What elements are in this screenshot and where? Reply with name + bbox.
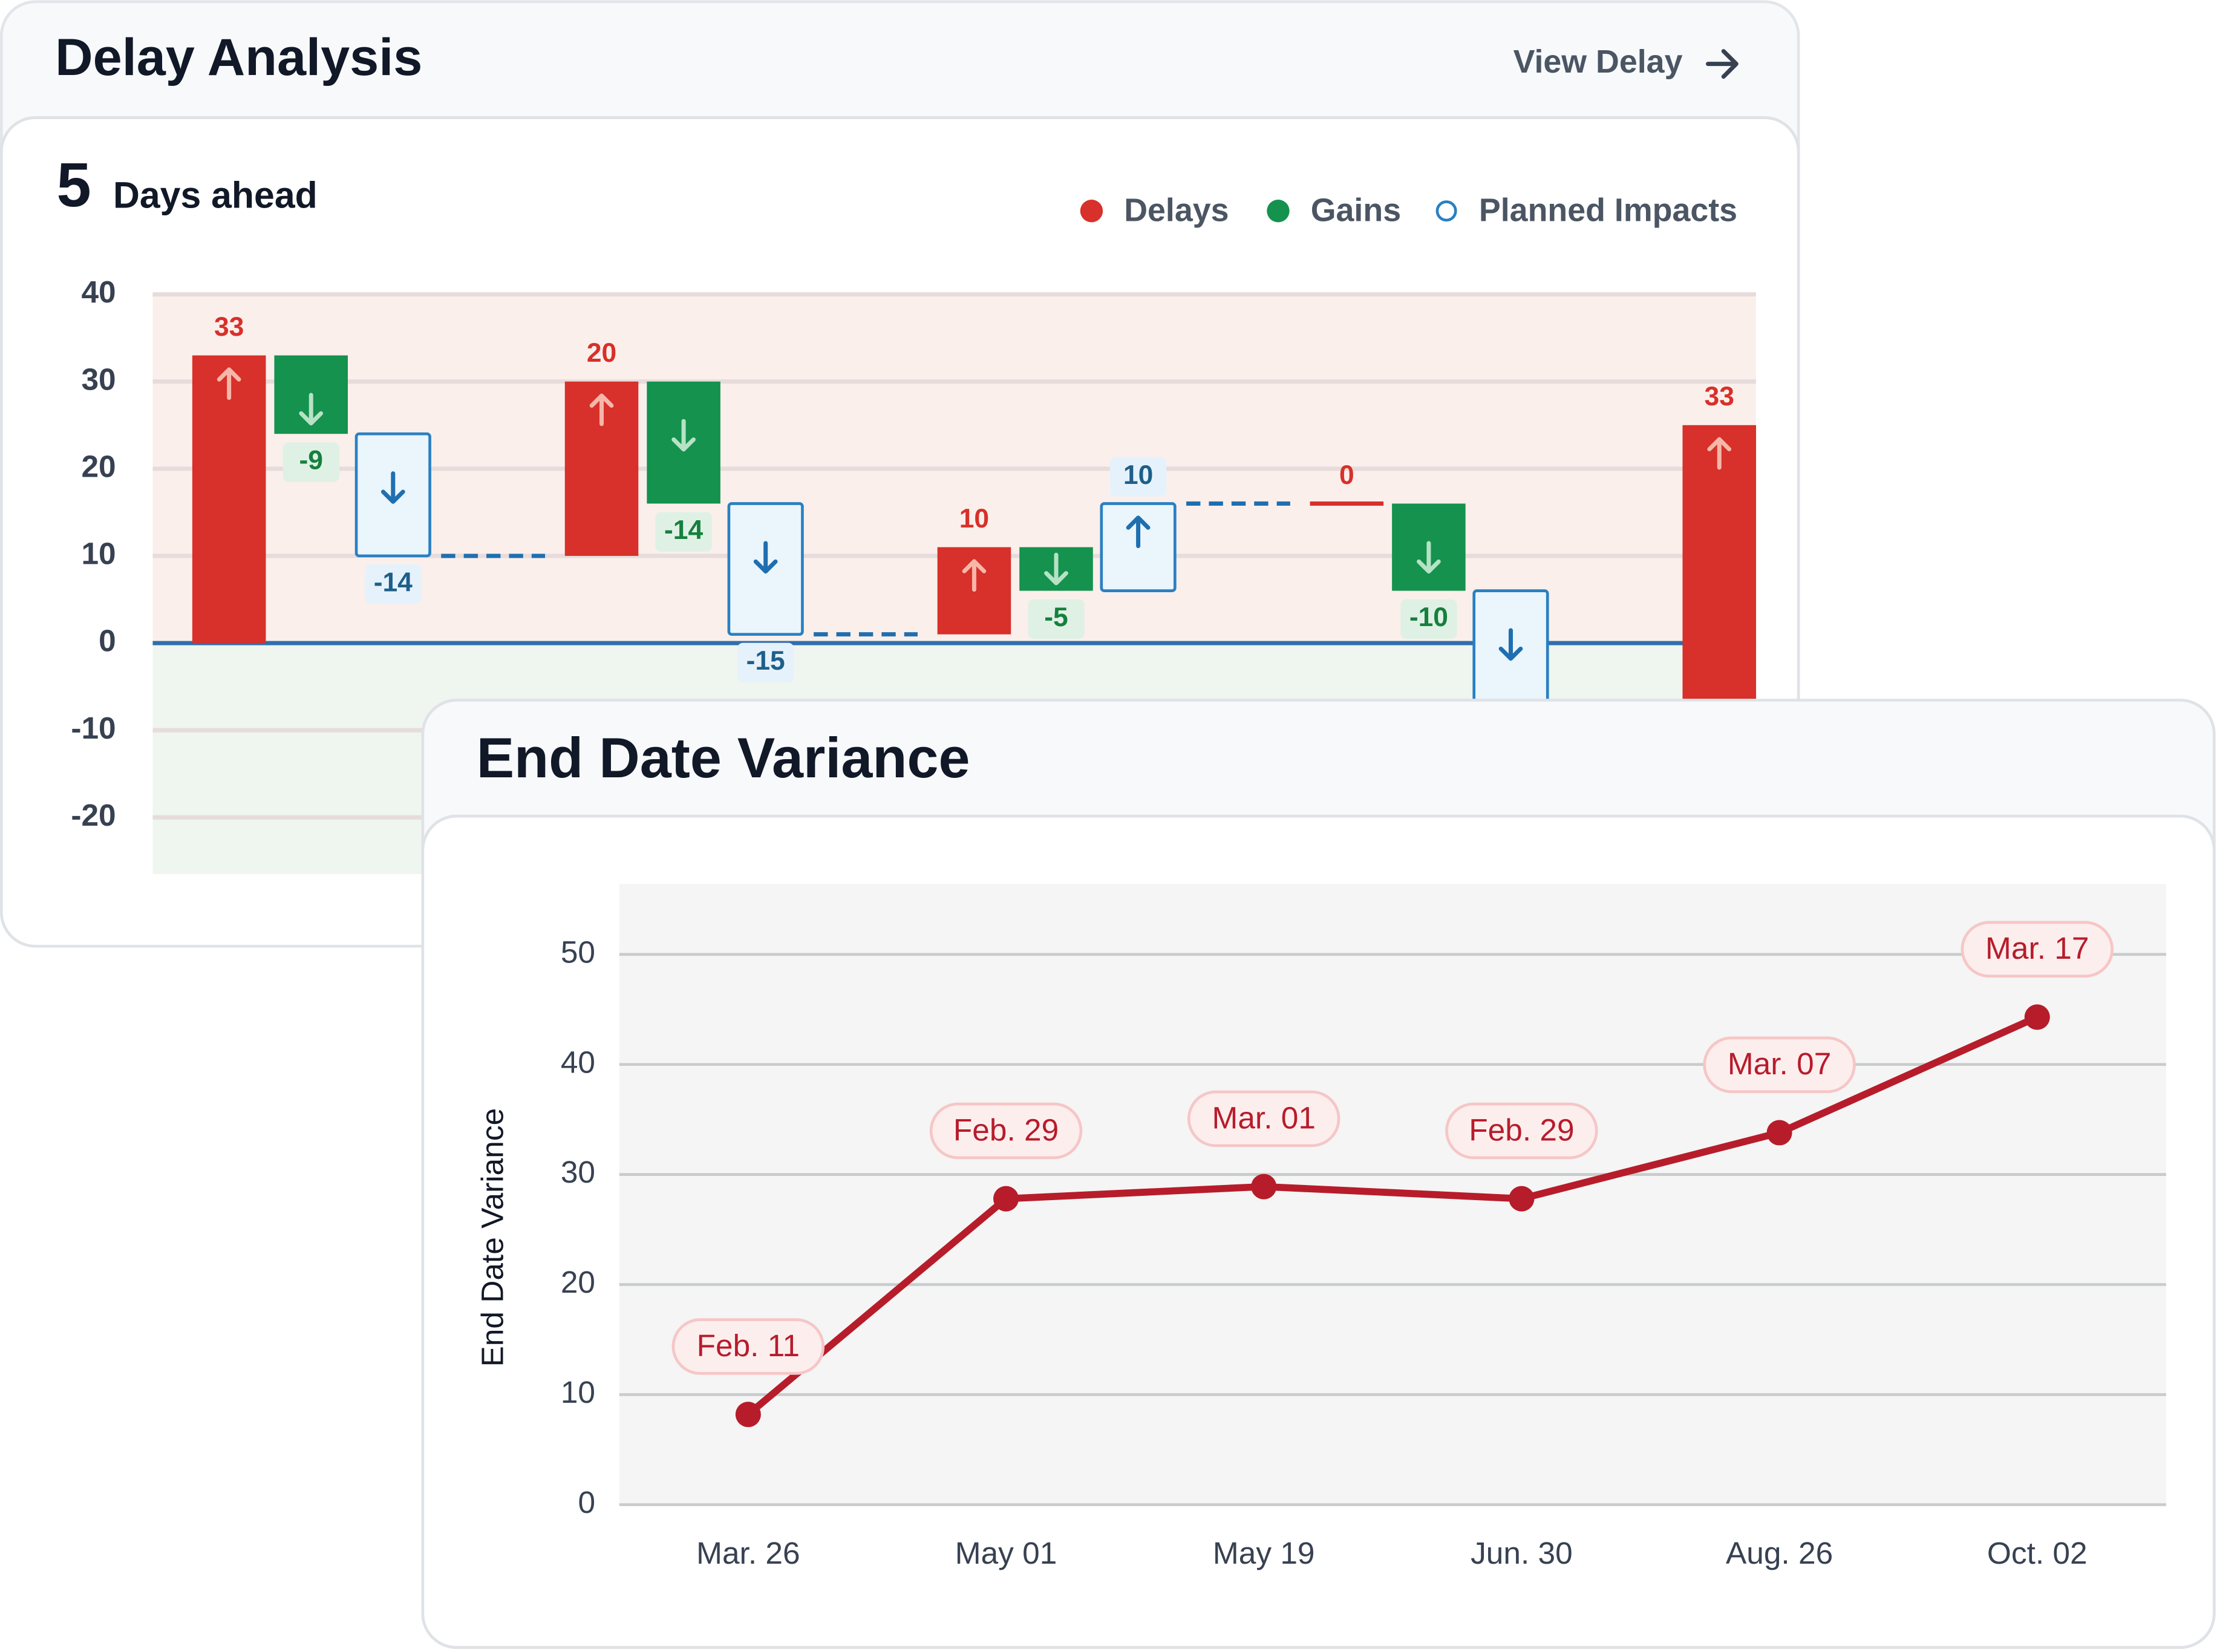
view-delay-link[interactable]: View Delay <box>1513 44 1739 80</box>
point-label-bg <box>929 1102 1083 1160</box>
point <box>735 1402 761 1428</box>
point-label-bg <box>1961 921 2114 978</box>
x-tick-label: Oct. 02 <box>1987 1535 2088 1570</box>
legend-label: Delays <box>1124 192 1229 228</box>
x-tick-label: Aug. 26 <box>1726 1535 1833 1570</box>
point-label: Feb. 29 <box>1469 1112 1574 1147</box>
y-tick-label: 30 <box>561 1154 595 1189</box>
arrow-icon <box>217 367 241 400</box>
point <box>1766 1120 1792 1146</box>
value-label: 10 <box>959 504 989 534</box>
headline-label: Days ahead <box>113 175 318 216</box>
y-tick-label: 40 <box>81 274 116 309</box>
legend-marker <box>1435 200 1457 222</box>
arrow-icon <box>1498 628 1523 661</box>
card-title: End Date Variance <box>477 726 970 789</box>
value-label: -14 <box>374 567 413 597</box>
y-tick-label: 0 <box>99 623 116 658</box>
value-label-bg <box>1028 599 1085 639</box>
arrow-icon <box>589 393 614 426</box>
legend-marker <box>1267 200 1290 223</box>
point <box>1251 1174 1277 1200</box>
y-tick-label: -10 <box>71 710 116 745</box>
arrow-icon <box>380 471 405 504</box>
point-label-bg <box>671 1318 825 1375</box>
x-tick-label: May 01 <box>955 1535 1057 1570</box>
point-label: Mar. 01 <box>1212 1100 1316 1135</box>
x-tick-label: May 19 <box>1213 1535 1315 1570</box>
value-label-bg <box>365 564 422 604</box>
point <box>2024 1004 2050 1030</box>
y-tick-label: 20 <box>81 448 116 483</box>
value-label-bg <box>282 442 339 482</box>
value-label: 33 <box>1705 382 1734 411</box>
y-tick-label: 0 <box>578 1484 595 1520</box>
value-label: 10 <box>1123 460 1153 490</box>
y-tick-label: 30 <box>81 361 116 396</box>
link-text[interactable]: View Delay <box>1513 44 1683 80</box>
arrow-icon <box>1417 541 1441 574</box>
link-arrow[interactable] <box>1706 49 1739 79</box>
value-label-bg <box>1109 457 1167 497</box>
y-tick-label: 50 <box>561 934 595 969</box>
arrow-icon <box>1126 515 1151 549</box>
value-label: -5 <box>1044 602 1068 632</box>
arrow-icon <box>1044 552 1068 586</box>
value-label-bg <box>737 642 794 683</box>
y-tick-label: 40 <box>561 1044 595 1079</box>
bar <box>1310 501 1384 506</box>
arrow-icon <box>753 541 778 574</box>
bar <box>192 355 266 644</box>
value-label-bg <box>655 512 712 552</box>
value-label: -10 <box>1409 602 1448 632</box>
legend-marker <box>1080 200 1103 223</box>
value-label: 20 <box>587 338 616 368</box>
y-tick-label: 10 <box>81 536 116 571</box>
legend-label: Planned Impacts <box>1479 192 1737 228</box>
y-axis-label: End Date Variance <box>475 1108 510 1367</box>
y-tick-label: 10 <box>561 1374 595 1409</box>
value-label: 33 <box>214 312 244 342</box>
y-tick-label: -20 <box>71 797 116 832</box>
card-title: Delay Analysis <box>55 28 422 87</box>
legend-label: Gains <box>1311 192 1401 228</box>
point-label-bg <box>1445 1102 1598 1160</box>
point-label-bg <box>1703 1036 1856 1094</box>
arrow-icon <box>299 393 324 426</box>
point-label: Feb. 29 <box>953 1112 1059 1147</box>
x-tick-label: Jun. 30 <box>1471 1535 1573 1570</box>
arrow-icon <box>962 559 987 592</box>
point <box>1509 1186 1535 1212</box>
headline-value: 5 <box>56 150 91 220</box>
point <box>993 1186 1019 1212</box>
y-tick-label: 20 <box>561 1264 595 1299</box>
point-label: Mar. 17 <box>1985 930 2089 965</box>
point-label-bg <box>1187 1090 1340 1148</box>
variance-card: End Date Variance End Date Variance 0 10 2… <box>421 699 2216 1649</box>
value-label: -15 <box>746 646 785 676</box>
value-label-bg <box>1400 599 1457 639</box>
line <box>746 1014 2039 1417</box>
x-tick-label: Mar. 26 <box>696 1535 800 1570</box>
point-label: Mar. 07 <box>1728 1046 1831 1081</box>
arrow-icon <box>671 419 696 452</box>
bar <box>1682 425 1757 713</box>
value-label: -14 <box>664 515 703 545</box>
point-label: Feb. 11 <box>697 1328 800 1363</box>
value-label: -9 <box>299 446 322 475</box>
arrow-icon <box>1707 437 1732 470</box>
value-label: 0 <box>1339 460 1354 490</box>
